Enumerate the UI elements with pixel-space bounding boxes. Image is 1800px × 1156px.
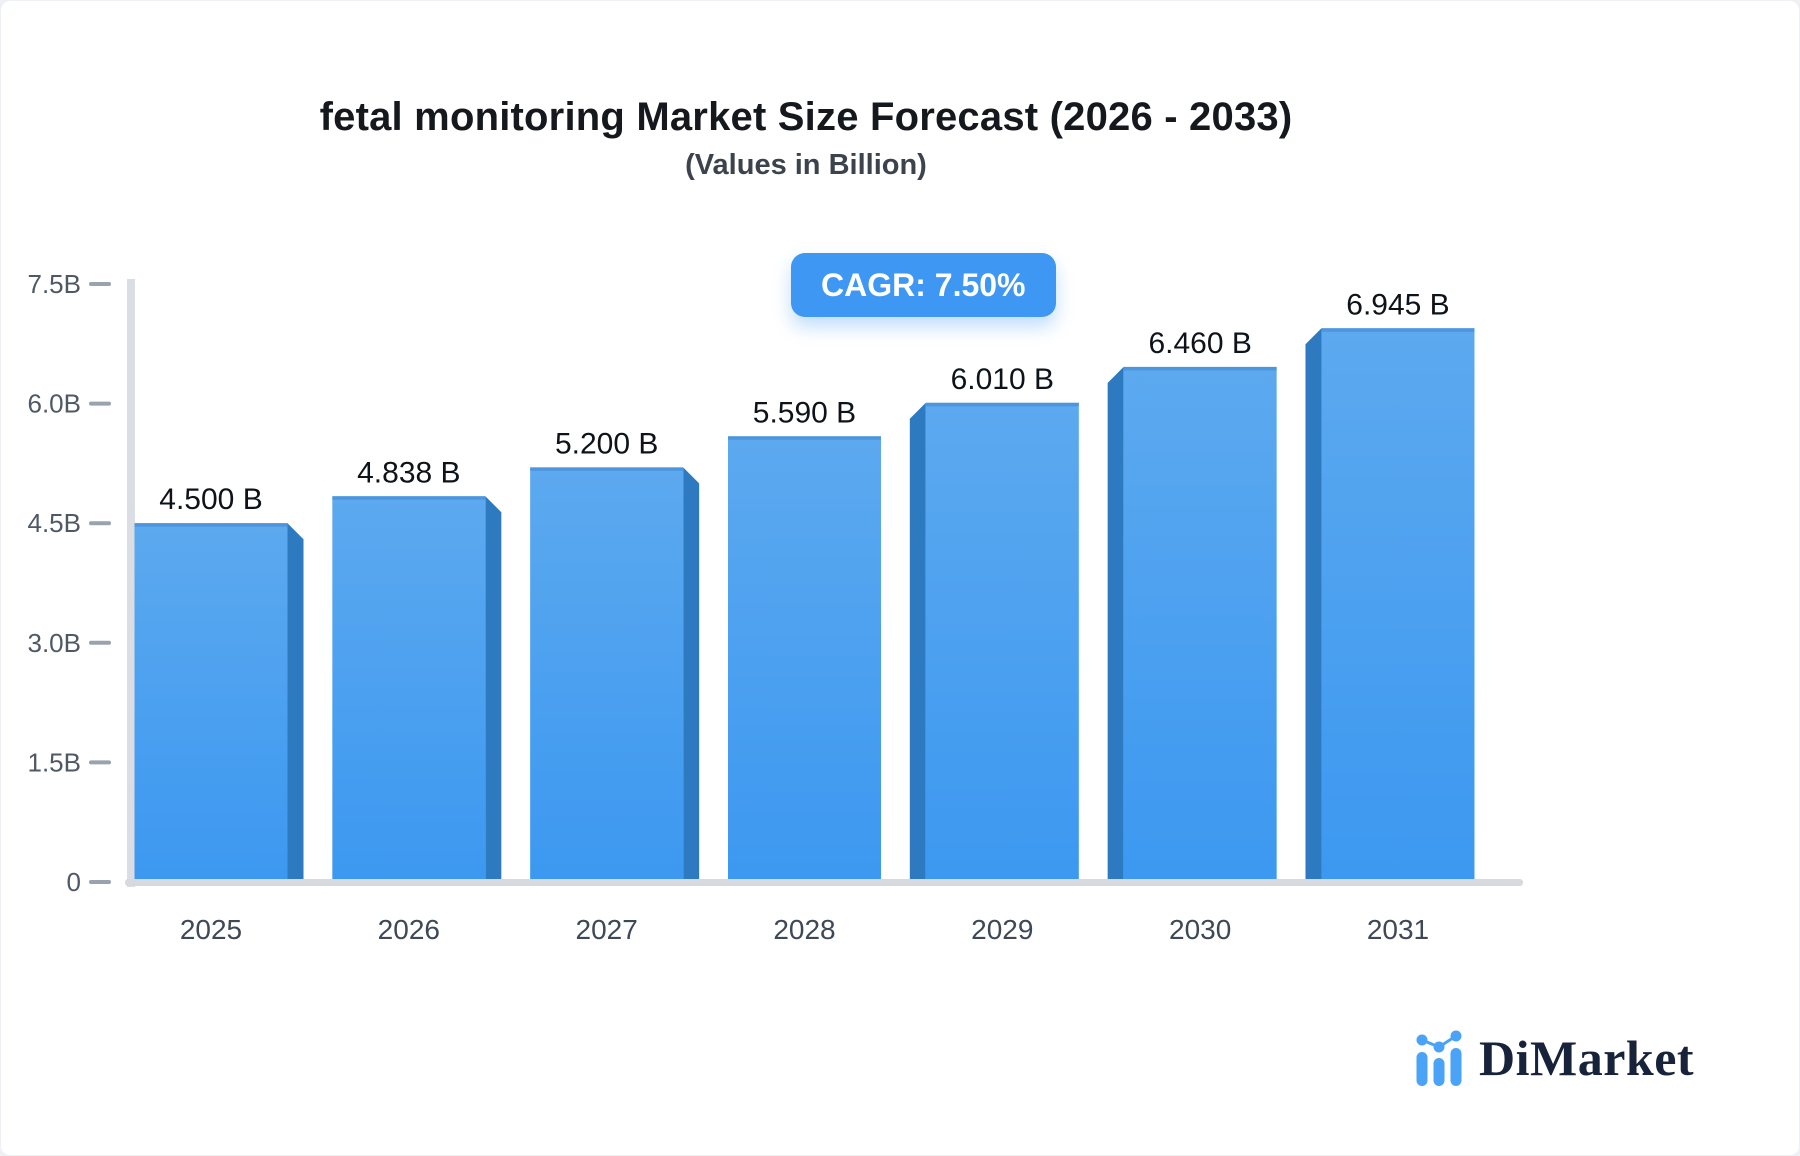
bar-chart-logo-icon: [1416, 1030, 1462, 1086]
bar-face: [134, 523, 288, 882]
cagr-badge-label: CAGR: 7.50%: [821, 266, 1026, 303]
bar-face: [925, 402, 1079, 882]
bar-face: [727, 436, 881, 882]
y-tick-label: 1.5B: [28, 747, 82, 777]
x-tick-label: 2026: [378, 914, 440, 945]
y-tick-label: 7.5B: [28, 269, 82, 299]
x-tick-label: 2031: [1367, 914, 1429, 945]
bar-2028: 5.590 B 2028: [727, 396, 881, 945]
y-tick-label: 6.0B: [28, 389, 82, 419]
cagr-badge: CAGR: 7.50%: [791, 253, 1056, 317]
bar-side-panel: [909, 402, 926, 882]
bar-side-panel: [287, 523, 304, 882]
chart-subtitle: (Values in Billion): [685, 149, 927, 181]
y-axis-line: [127, 279, 135, 887]
bar-value-label: 6.460 B: [1148, 327, 1251, 360]
bar-value-label: 5.200 B: [555, 427, 658, 460]
bar-value-label: 6.010 B: [951, 363, 1054, 396]
x-tick-label: 2029: [971, 914, 1033, 945]
bar-2026: 4.838 B 2026: [332, 456, 502, 945]
x-tick-label: 2027: [576, 914, 638, 945]
bar-2029: 6.010 B 2029: [909, 363, 1079, 945]
bar-top-edge: [727, 436, 881, 440]
bar-side-panel: [1107, 366, 1124, 882]
y-tick-dash: [89, 282, 111, 286]
bar-top-edge: [530, 467, 684, 471]
bar-2027: 5.200 B 2027: [530, 427, 700, 945]
y-tick-label: 0: [67, 867, 81, 897]
bar-value-label: 4.500 B: [159, 483, 262, 516]
bar-value-label: 4.838 B: [357, 456, 460, 489]
brand-name: DiMarket: [1479, 1030, 1695, 1086]
y-tick-dash: [89, 401, 111, 406]
x-tick-label: 2028: [773, 914, 835, 945]
bar-side-panel: [1305, 328, 1322, 882]
y-tick-dash: [89, 880, 111, 884]
bar-top-edge: [134, 523, 288, 527]
bar-top-edge: [1123, 366, 1277, 371]
bar-top-edge: [925, 402, 1079, 407]
x-tick-label: 2025: [180, 914, 242, 945]
y-tick-label: 4.5B: [28, 508, 82, 538]
bar-2030: 6.460 B 2030: [1107, 327, 1277, 945]
y-tick-dash: [89, 640, 111, 645]
bar-face: [1123, 366, 1277, 882]
y-tick-label: 3.0B: [28, 628, 82, 658]
bar-face: [1321, 328, 1475, 882]
y-tick-dash: [89, 521, 111, 526]
y-tick-dash: [89, 760, 111, 765]
bar-2031: 6.945 B 2031: [1305, 288, 1475, 945]
bar-face: [332, 496, 486, 882]
bar-side-panel: [485, 496, 502, 882]
bar-value-label: 6.945 B: [1346, 288, 1449, 321]
x-axis-baseline: [125, 879, 1523, 886]
bar-top-edge: [332, 496, 486, 500]
bar-2025: 4.500 B 2025: [134, 483, 304, 945]
x-tick-label: 2030: [1169, 914, 1231, 945]
bar-value-label: 5.590 B: [753, 396, 856, 429]
bar-face: [530, 467, 684, 882]
chart-title: fetal monitoring Market Size Forecast (2…: [319, 95, 1293, 139]
bar-top-edge: [1321, 328, 1475, 332]
bar-side-panel: [683, 467, 700, 882]
brand-logo: DiMarket: [1413, 1029, 1694, 1087]
